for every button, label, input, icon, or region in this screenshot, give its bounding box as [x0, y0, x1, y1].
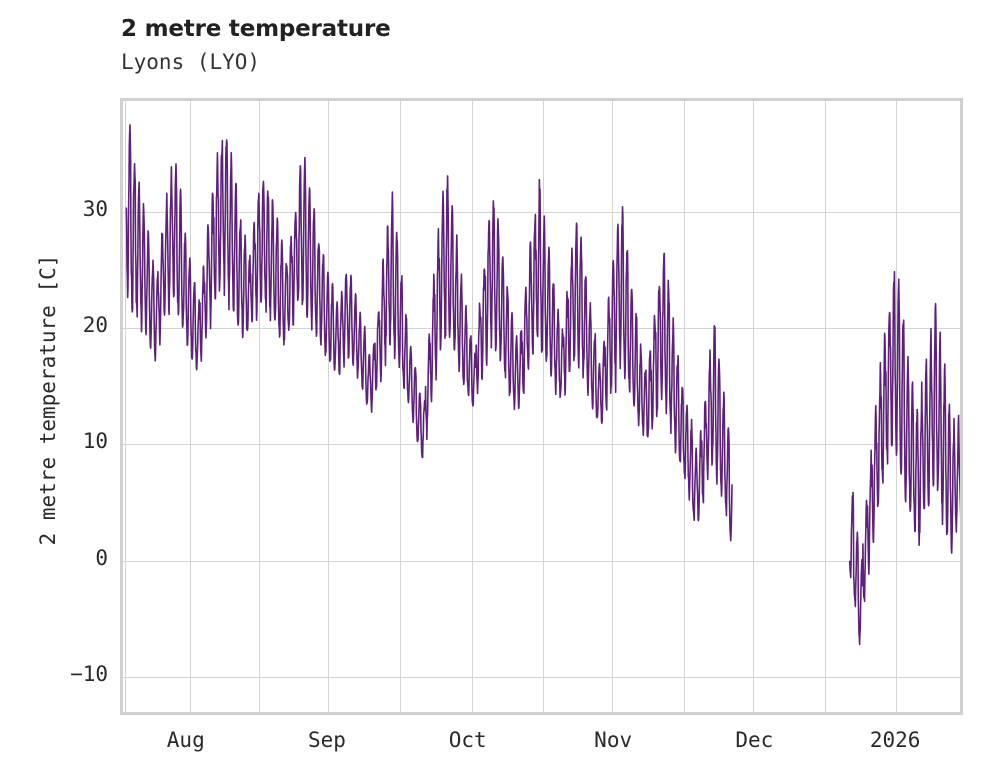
series-segment — [848, 270, 960, 646]
temperature-series — [125, 124, 960, 646]
gridline-vertical — [190, 101, 192, 712]
gridline-vertical — [684, 101, 686, 712]
gridline-horizontal — [123, 677, 960, 679]
x-tick-label: 2026 — [869, 728, 921, 752]
gridline-vertical — [328, 101, 330, 712]
y-tick-label: 10 — [82, 429, 108, 454]
gridline-vertical — [612, 101, 614, 712]
page-title: 2 metre temperature — [121, 16, 391, 42]
x-tick-label: Sep — [307, 728, 346, 752]
gridline-vertical — [753, 101, 755, 712]
y-axis: 2 metre temperature [C] 30 20 10 0 −10 — [0, 98, 108, 715]
chart-subtitle: Lyons (LYO) — [121, 50, 261, 74]
gridline-horizontal — [123, 211, 960, 213]
x-tick-label: Nov — [594, 728, 633, 752]
plot-inner — [123, 101, 960, 712]
gridline-horizontal — [123, 444, 960, 446]
plot-area — [120, 98, 963, 715]
gridline-horizontal — [123, 560, 960, 562]
series-segment — [125, 124, 733, 542]
x-axis: Aug Sep Oct Nov Dec 2026 — [120, 722, 963, 766]
gridline-vertical — [471, 101, 473, 712]
y-tick-label: 30 — [82, 196, 108, 221]
gridline-vertical — [399, 101, 401, 712]
y-tick-label: −10 — [70, 662, 108, 687]
gridline-vertical — [259, 101, 261, 712]
y-tick-label: 20 — [82, 313, 108, 337]
x-tick-label: Dec — [735, 728, 774, 752]
x-tick-label: Aug — [166, 728, 205, 752]
gridline-vertical — [824, 101, 826, 712]
gridline-vertical — [125, 101, 127, 712]
y-axis-title: 2 metre temperature [C] — [36, 254, 60, 546]
y-tick-label: 0 — [95, 545, 108, 570]
gridline-vertical — [543, 101, 545, 712]
x-tick-label: Oct — [448, 728, 487, 752]
